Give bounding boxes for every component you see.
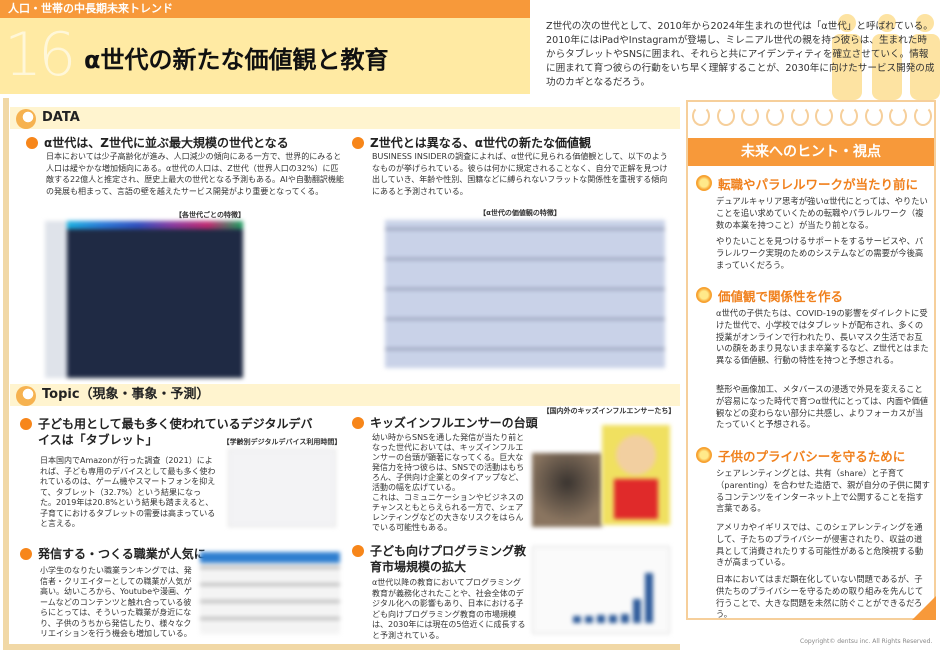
intro-text: Z世代の次の世代として、2010年から2024年生まれの世代は「α世代」と呼ばれ…: [546, 21, 935, 88]
chart-bar: [633, 599, 641, 623]
page-title: α世代の新たな価値観と教育: [84, 46, 389, 74]
data-item1-heading: α世代は、Z世代に並ぶ最大規模の世代となる: [26, 135, 346, 151]
hint-paragraph: やりたいことを見つけるサポートをするサービスや、パラレルワーク実現のためのシステ…: [716, 236, 924, 270]
topic-item4-body: α世代以降の教育においてプログラミング教育が義務化されたことや、社会全体のデジタ…: [372, 578, 526, 640]
topic-item2-heading: キッズインフルエンサーの台頭: [352, 415, 540, 431]
heading-text: キッズインフルエンサーの台頭: [370, 416, 538, 430]
figure-caption: 【学齢別デジタルデバイス利用時間】: [222, 438, 342, 446]
heading-text: 子ども用として最も多く使われているデジタルデバイスは「タブレット」: [38, 417, 313, 447]
topic-item1-heading: 子ども用として最も多く使われているデジタルデバイスは「タブレット」: [20, 416, 320, 448]
data-item2-heading: Z世代とは異なる、α世代の新たな価値観: [352, 135, 672, 151]
programming-market-chart-image: [532, 546, 670, 634]
hints-panel: 未来へのヒント・視点 転職やパラレルワークが当たり前に デュアルキャリア思考が強…: [686, 100, 936, 620]
people-illustration-icon: [830, 14, 940, 100]
job-ranking-image: [200, 552, 340, 634]
section-topic-header: Topic（現象・事象・予測）: [10, 384, 680, 406]
hint-paragraph: アメリカやイギリスでは、このシェアレンティングを通して、子たちのプライバシーが侵…: [716, 522, 924, 568]
main-frame: [3, 98, 680, 650]
chart-bar: [585, 616, 593, 623]
hint-paragraph: シェアレンティングとは、共有（share）と子育て（parenting）を合わせ…: [716, 468, 930, 514]
topic-item3-heading: 発信する・つくる職業が人気に: [20, 546, 220, 562]
hint-paragraph: デュアルキャリア思考が強いα世代にとっては、やりたいことを追い求めていくための転…: [716, 196, 928, 230]
page-corner-icon: [912, 596, 936, 620]
moon-icon: [16, 109, 36, 129]
kids-influencer-photo: [532, 453, 602, 527]
heading-text: 子供のプライバシーを守るために: [718, 449, 906, 464]
bullet-icon: [20, 418, 32, 430]
notebook-rings-icon: [692, 106, 932, 128]
heading-text: 価値観で関係性を作る: [718, 289, 844, 304]
chart-bar: [621, 614, 629, 623]
chart-bar: [609, 615, 617, 623]
heading-text: 転職やパラレルワークが当たり前に: [718, 177, 919, 192]
hint-paragraph: α世代の子供たちは、COVID-19の影響をダイレクトに受けた世代で、小学校では…: [716, 308, 929, 366]
topic-item3-body: 小学生のなりたい職業ランキングでは、発信者・クリエイターとしての職業が人気が高い…: [40, 566, 192, 638]
topic-item2-body: 幼い時からSNSを通した発信が当たり前となった世代においては、キッズインフルエン…: [372, 433, 525, 532]
hints-title: 未来へのヒント・視点: [688, 138, 934, 166]
section-label: DATA: [42, 110, 80, 125]
hint-paragraph: 日本においてはまだ顕在化していない問題であるが、子供たちのプライバシーを守るため…: [716, 574, 924, 620]
topic-item4-heading: 子ども向けプログラミング教育市場規模の拡大: [352, 543, 532, 575]
hint-heading: 子供のプライバシーを守るために: [696, 446, 905, 465]
figure-caption: 【α世代の価値観の特徴】: [479, 209, 561, 217]
moon-icon: [16, 386, 36, 406]
figure-caption: 【各世代ごとの特徴】: [175, 211, 245, 219]
category-label: 人口・世帯の中長期未来トレンド: [8, 2, 173, 15]
copyright: Copyright© dentsu inc. All Rights Reserv…: [800, 638, 933, 645]
chart-bar: [645, 573, 653, 623]
heading-text: α世代は、Z世代に並ぶ最大規模の世代となる: [44, 136, 289, 150]
kids-influencer-photo: [602, 425, 670, 525]
bullet-icon: [696, 175, 712, 191]
data-item1-body: 日本においては少子高齢化が進み、人口減少の傾向にある一方で、世界的にみると人口は…: [46, 152, 344, 196]
bullet-icon: [352, 545, 364, 557]
hint-heading: 転職やパラレルワークが当たり前に: [696, 174, 918, 193]
title-band: 16 α世代の新たな価値観と教育: [0, 18, 530, 94]
bullet-icon: [26, 137, 38, 149]
bullet-icon: [352, 417, 364, 429]
heading-text: Z世代とは異なる、α世代の新たな価値観: [370, 136, 591, 150]
hint-heading: 価値観で関係性を作る: [696, 286, 843, 305]
bullet-icon: [20, 548, 32, 560]
bullet-icon: [696, 287, 712, 303]
chart-bar: [597, 615, 605, 623]
section-data-header: DATA: [10, 107, 680, 129]
generations-table-image: [45, 221, 243, 378]
chart-bar: [573, 616, 581, 623]
category-bar: 人口・世帯の中長期未来トレンド: [0, 0, 530, 18]
section-label: Topic（現象・事象・予測）: [42, 387, 210, 402]
page-number: 16: [4, 20, 76, 90]
heading-text: 発信する・つくる職業が人気に: [38, 547, 206, 561]
topic-item1-body: 日本国内でAmazonが行った調査（2021）によれば、子ども専用のデバイスとし…: [40, 456, 216, 528]
device-usage-image: [228, 449, 336, 527]
hint-paragraph: 整形や画像加工、メタバースの浸透で外見を変えることが容易になった時代で育つα世代…: [716, 384, 929, 430]
bullet-icon: [352, 137, 364, 149]
bullet-icon: [696, 447, 712, 463]
figure-caption: 【国内外のキッズインフルエンサーたち】: [542, 407, 676, 415]
heading-text: 子ども向けプログラミング教育市場規模の拡大: [370, 544, 527, 574]
data-item2-body: BUSINESS INSIDERの調査によれば、α世代に見られる価値観として、以…: [372, 152, 668, 196]
values-list-image: [385, 220, 665, 368]
